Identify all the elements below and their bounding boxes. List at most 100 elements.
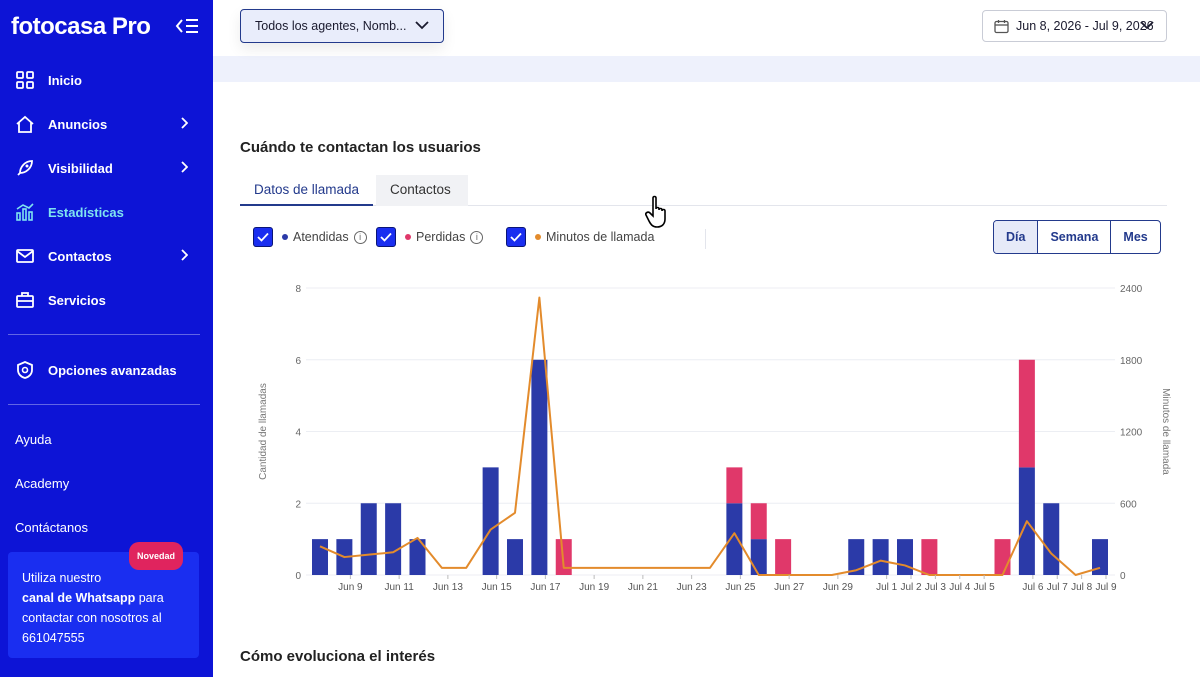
bar-atendidas [726, 503, 743, 575]
home-icon [14, 113, 36, 135]
legend-dot [535, 234, 541, 240]
bar-atendidas [409, 539, 426, 575]
sidebar-item-label: Visibilidad [48, 160, 113, 176]
sidebar-divider [8, 404, 200, 405]
y-tick-label: 2 [295, 499, 301, 510]
y2-tick-label: 1800 [1120, 356, 1143, 367]
x-tick-label: Jul 1 [876, 582, 898, 593]
bar-atendidas [312, 539, 328, 575]
section-title: Cuándo te contactan los usuarios [240, 139, 481, 156]
legend-label: Minutos de llamada [546, 230, 655, 244]
calendar-icon [994, 20, 1009, 34]
bar-atendidas [482, 467, 499, 575]
x-tick-label: Jun 27 [774, 582, 804, 593]
x-tick-label: Jul 2 [900, 582, 922, 593]
sidebar-item-inicio[interactable]: Inicio [14, 68, 194, 92]
sidebar-item-servicios[interactable]: Servicios [14, 288, 194, 312]
x-tick-label: Jun 13 [433, 582, 463, 593]
header-band [213, 56, 1200, 82]
bar-atendidas [750, 539, 767, 575]
sidebar-item-anuncios[interactable]: Anuncios [14, 112, 194, 136]
chevron-right-icon [181, 117, 188, 129]
info-icon[interactable]: i [470, 230, 484, 244]
collapse-sidebar-icon[interactable] [175, 17, 199, 35]
x-tick-label: Jun 29 [823, 582, 853, 593]
chevron-right-icon [181, 161, 188, 173]
sidebar-item-estadisticas[interactable]: Estadísticas [14, 200, 194, 224]
rocket-icon [14, 157, 36, 179]
y2-axis-label: Minutos de llamada [1160, 388, 1171, 475]
x-tick-label: Jul 4 [949, 582, 971, 593]
bar-perdidas [726, 467, 743, 504]
bar-atendidas [385, 503, 402, 575]
x-tick-label: Jul 3 [925, 582, 947, 593]
hand-cursor-icon [645, 195, 666, 228]
period-mes[interactable]: Mes [1123, 230, 1148, 244]
app-logo[interactable]: fotocasa Pro [11, 13, 151, 40]
sidebar: fotocasa Pro Inicio Anuncios Visibilidad… [0, 0, 213, 677]
legend-minutos[interactable]: Minutos de llamada [506, 227, 654, 247]
x-tick-label: Jun 9 [338, 582, 363, 593]
period-dia[interactable]: Día [994, 221, 1039, 253]
bar-atendidas [1043, 503, 1060, 575]
sidebar-item-label: Inicio [48, 72, 82, 88]
sidebar-item-contactos[interactable]: Contactos [14, 244, 194, 268]
mail-icon [14, 245, 36, 267]
bar-perdidas [921, 539, 938, 575]
legend-atendidas[interactable]: Atendidas i [253, 227, 367, 247]
sidebar-item-label: Anuncios [48, 116, 108, 132]
link-ayuda[interactable]: Ayuda [15, 432, 52, 447]
sidebar-item-label: Opciones avanzadas [48, 362, 177, 378]
y2-tick-label: 2400 [1120, 284, 1143, 295]
sidebar-item-opciones-avanzadas[interactable]: Opciones avanzadas [14, 358, 194, 382]
tab-contactos[interactable]: Contactos [376, 175, 468, 206]
x-tick-label: Jun 15 [482, 582, 512, 593]
x-tick-label: Jun 19 [579, 582, 609, 593]
line-minutos [319, 296, 1101, 576]
main-content: Todos los agentes, Nomb... Jun 8, 2026 -… [213, 0, 1200, 677]
period-semana[interactable]: Semana [1038, 221, 1112, 253]
whatsapp-promo[interactable]: Novedad Utiliza nuestro canal de Whatsap… [8, 542, 199, 658]
bar-perdidas [994, 539, 1011, 575]
x-tick-label: Jul 5 [974, 582, 996, 593]
info-icon[interactable]: i [353, 230, 367, 244]
chevron-right-icon [181, 249, 188, 261]
legend-dot [282, 234, 288, 240]
date-range-value: Jun 8, 2026 - Jul 9, 2026 [1016, 19, 1154, 33]
bar-atendidas [360, 503, 377, 575]
checkbox-atendidas[interactable] [253, 227, 273, 247]
bar-atendidas [872, 539, 889, 575]
x-tick-label: Jun 17 [530, 582, 560, 593]
x-tick-label: Jun 21 [628, 582, 658, 593]
grid-icon [14, 69, 36, 91]
agents-select[interactable]: Todos los agentes, Nomb... [240, 9, 444, 43]
legend-dot [405, 234, 411, 240]
checkbox-perdidas[interactable] [376, 227, 396, 247]
x-tick-label: Jul 6 [1022, 582, 1044, 593]
bar-atendidas [531, 359, 548, 575]
y2-tick-label: 0 [1120, 571, 1126, 582]
link-academy[interactable]: Academy [15, 476, 70, 491]
y2-tick-label: 1200 [1120, 428, 1143, 439]
legend-label: Perdidas [416, 230, 466, 244]
sidebar-item-visibilidad[interactable]: Visibilidad [14, 156, 194, 180]
date-range-picker[interactable]: Jun 8, 2026 - Jul 9, 2026 [982, 10, 1167, 42]
y-tick-label: 4 [295, 428, 301, 439]
bar-atendidas [897, 539, 913, 575]
legend-separator [705, 229, 706, 249]
tab-datos-llamada[interactable]: Datos de llamada [240, 175, 374, 206]
legend-perdidas[interactable]: Perdidas i [376, 227, 484, 247]
chevron-down-icon [1140, 21, 1154, 30]
bar-perdidas [750, 503, 767, 540]
bar-perdidas [1018, 359, 1035, 468]
bar-atendidas [848, 539, 865, 575]
shield-gear-icon [14, 359, 36, 381]
y-tick-label: 0 [295, 571, 301, 582]
calls-chart: 0 2 4 6 8 0 600 1200 1800 2400 Cantidad de llamada… [258, 284, 1171, 593]
y-tick-label: 8 [295, 284, 301, 295]
bar-atendidas [507, 539, 523, 575]
checkbox-minutos[interactable] [506, 227, 526, 247]
tabs-underline [240, 205, 1167, 206]
link-contactanos[interactable]: Contáctanos [15, 520, 88, 535]
sidebar-item-label: Contactos [48, 248, 112, 264]
